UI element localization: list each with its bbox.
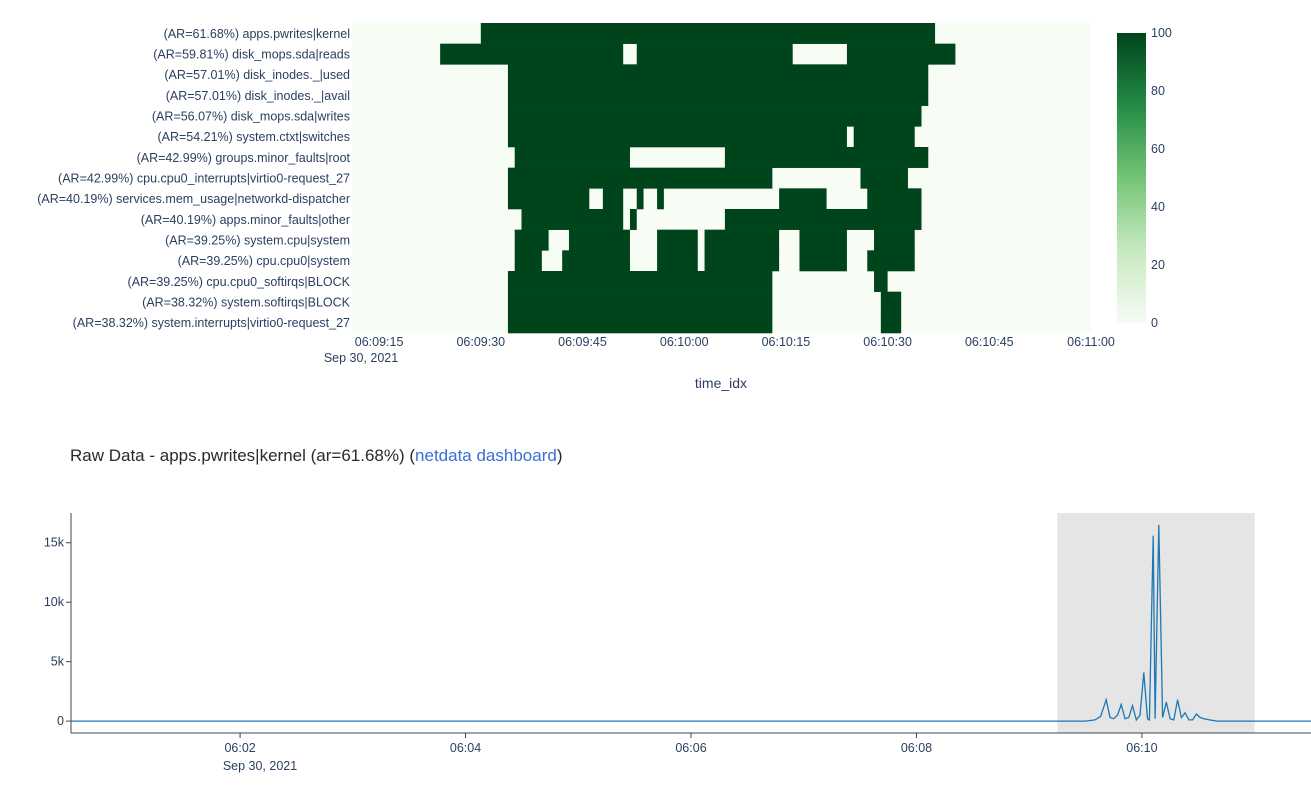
heatmap-cell [602,188,624,210]
series-line-apps-pwrites-kernel [71,524,1311,722]
heatmap-cell [629,209,637,230]
colorbar-tick-label: 40 [1151,200,1165,214]
heatmap-cell [657,250,698,272]
heatmap-cell [853,126,915,148]
heatmap-cell [657,229,698,251]
heatmap-x-tick-label: 06:10:15 [762,335,811,349]
raw-y-ticks: 0 5k 10k 15k [44,536,71,728]
heatmap-cell [507,105,922,127]
raw-x-tick-label: 06:02 [224,741,255,755]
raw-x-tick-label: 06:06 [675,741,706,755]
raw-x-ticks: 06:02 06:04 06:06 06:08 06:10 [224,733,1158,755]
colorbar-tick-label: 20 [1151,258,1165,272]
heatmap-x-tick-label: 06:09:15 [355,335,404,349]
heatmap-cell [704,229,780,251]
heatmap-cell [779,188,827,210]
heatmap-cell [880,291,902,313]
heatmap-cell [521,209,624,230]
heatmap-colorbar [1117,33,1146,323]
heatmap-row-label: (AR=39.25%) cpu.cpu0_softirqs|BLOCK [128,275,351,289]
heatmap-cell [507,312,773,334]
heatmap-cell [562,250,630,272]
heatmap-cell [799,250,847,272]
heatmap-x-tick-label: 06:09:45 [558,335,607,349]
heatmap-row-label: (AR=42.99%) cpu.cpu0_interrupts|virtio0-… [58,172,350,186]
heatmap-cell [880,312,902,334]
heatmap-cell [507,291,773,313]
heatmap-cell [507,188,590,210]
raw-y-tick-label: 15k [44,536,65,550]
heatmap-cell [568,229,630,251]
heatmap-cell [480,23,936,44]
raw-y-tick-label: 10k [44,595,65,609]
heatmap-cell [867,250,915,272]
heatmap-x-tick-label: 06:10:30 [863,335,912,349]
heatmap-row-label: (AR=38.32%) system.interrupts|virtio0-re… [73,316,350,330]
heatmap-cell [636,43,793,65]
colorbar-ticks: 100 80 60 40 20 0 [1151,26,1172,330]
anomaly-heatmap: (AR=61.68%) apps.pwrites|kernel (AR=59.81… [37,23,1172,391]
raw-data-title-close: ) [556,446,563,465]
heatmap-cell [846,43,956,65]
heatmap-cell [799,229,847,251]
heatmap-row-label: (AR=61.68%) apps.pwrites|kernel [164,27,350,41]
heatmap-cell [874,229,915,251]
heatmap-cell [514,250,542,272]
heatmap-row-label: (AR=54.21%) system.ctxt|switches [157,130,350,144]
heatmap-cell [507,126,847,148]
raw-data-title: Raw Data - apps.pwrites|kernel (ar=61.68… [70,446,563,466]
colorbar-tick-label: 80 [1151,84,1165,98]
heatmap-cell [507,271,773,292]
raw-data-title-text: Raw Data - apps.pwrites|kernel (ar=61.68… [70,446,416,465]
raw-y-tick-label: 0 [57,714,64,728]
heatmap-cell [704,250,780,272]
heatmap-row-label: (AR=38.32%) system.softirqs|BLOCK [142,296,350,310]
heatmap-cell [860,167,908,189]
heatmap-x-tick-label: 06:11:00 [1067,335,1115,349]
heatmap-cell [507,167,773,189]
colorbar-tick-label: 100 [1151,26,1172,40]
heatmap-cell [874,271,888,292]
heatmap-cell [440,43,624,65]
heatmap-cell [657,188,664,210]
heatmap-x-tick-date: Sep 30, 2021 [324,351,398,365]
heatmap-row-labels: (AR=61.68%) apps.pwrites|kernel (AR=59.81… [37,27,350,330]
heatmap-cell [867,188,922,210]
colorbar-tick-label: 60 [1151,142,1165,156]
heatmap-row-label: (AR=59.81%) disk_mops.sda|reads [153,48,350,62]
heatmap-cell [507,64,929,86]
heatmap-cell [514,147,630,168]
heatmap-cell [507,85,929,106]
heatmap-cell [724,147,929,168]
raw-x-tick-label: 06:10 [1126,741,1157,755]
raw-x-tick-date: Sep 30, 2021 [223,759,297,773]
heatmap-x-tick-label: 06:09:30 [456,335,505,349]
netdata-dashboard-link[interactable]: netdata dashboard [415,446,557,465]
heatmap-row-label: (AR=56.07%) disk_mops.sda|writes [152,110,350,124]
heatmap-x-tick-label: 06:10:00 [660,335,709,349]
heatmap-row-label: (AR=40.19%) services.mem_usage|networkd-… [37,192,350,206]
heatmap-cells [440,23,956,334]
raw-y-tick-label: 5k [51,655,65,669]
heatmap-x-axis-title: time_idx [695,375,747,391]
heatmap-row-label: (AR=42.99%) groups.minor_faults|root [137,151,351,165]
heatmap-row-label: (AR=39.25%) cpu.cpu0|system [178,254,350,268]
heatmap-row-label: (AR=39.25%) system.cpu|system [165,234,350,248]
raw-x-tick-label: 06:08 [901,741,932,755]
heatmap-cell [514,229,549,251]
heatmap-x-tick-label: 06:10:45 [965,335,1014,349]
heatmap-row-label: (AR=57.01%) disk_inodes._|avail [166,89,350,103]
heatmap-cell [636,188,644,210]
heatmap-cell [724,209,922,230]
heatmap-row-label: (AR=40.19%) apps.minor_faults|other [141,213,350,227]
heatmap-x-ticks: 06:09:15 06:09:30 06:09:45 06:10:00 06:10:15… [355,335,1115,349]
raw-x-tick-label: 06:04 [450,741,481,755]
colorbar-tick-label: 0 [1151,316,1158,330]
heatmap-row-label: (AR=57.01%) disk_inodes._|used [164,68,350,82]
raw-data-line-chart: 0 5k 10k 15k 06:02 06:04 06:06 06:08 06:10 Sep … [44,513,1311,773]
